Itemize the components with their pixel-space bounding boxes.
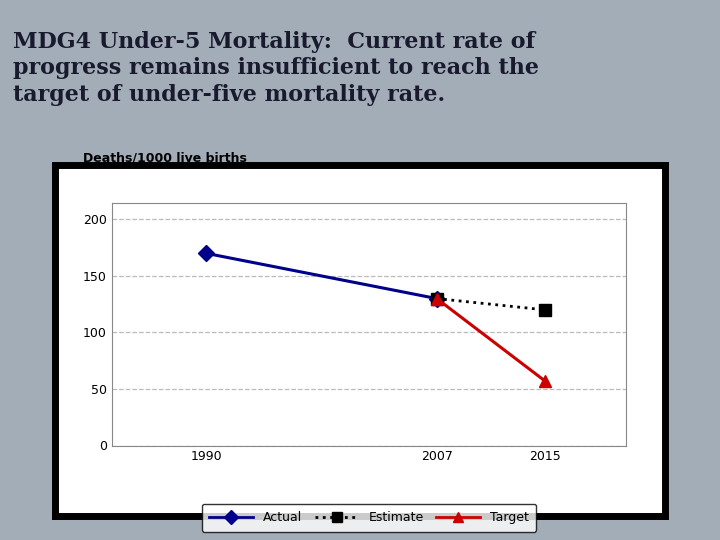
Text: MDG4 Under-5 Mortality:  Current rate of
progress remains insufficient to reach : MDG4 Under-5 Mortality: Current rate of … — [13, 31, 539, 106]
Text: Deaths/1000 live births: Deaths/1000 live births — [83, 152, 247, 165]
Legend: Actual, Estimate, Target: Actual, Estimate, Target — [202, 504, 536, 531]
